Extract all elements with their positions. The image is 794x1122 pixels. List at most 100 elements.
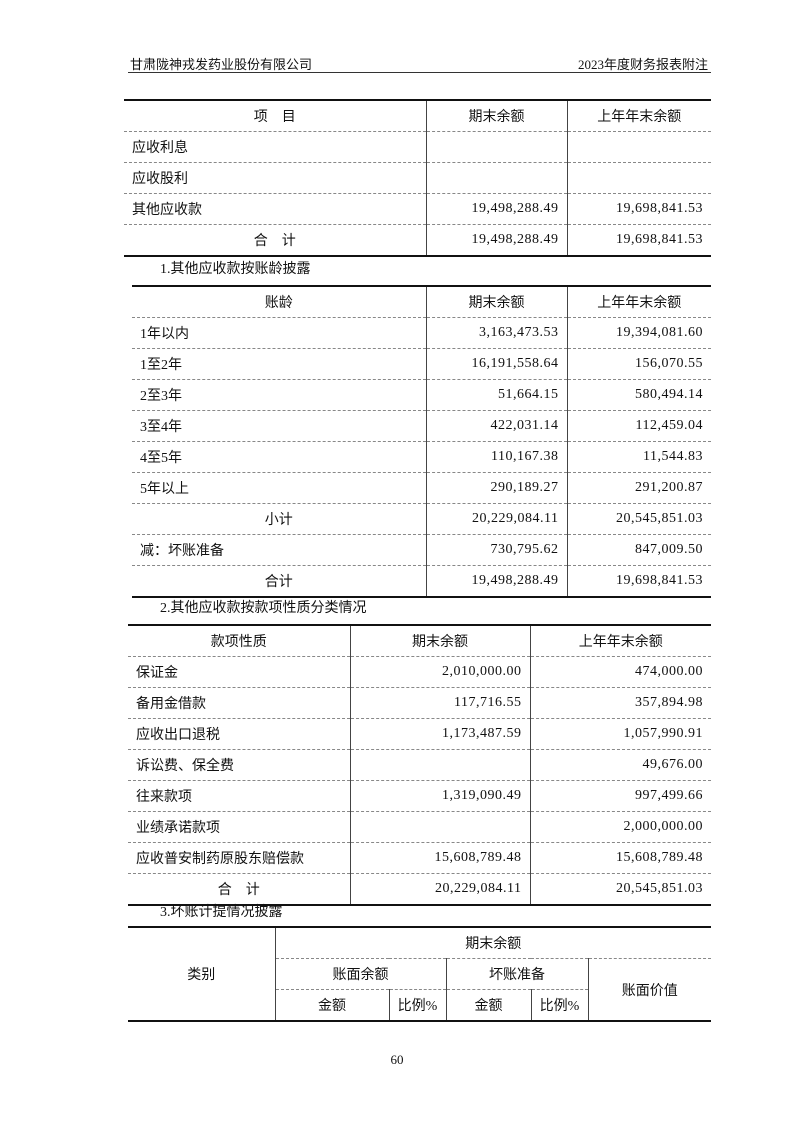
table-row: 1年以内 3,163,473.53 19,394,081.60 — [132, 317, 711, 349]
table-header-row: 项 目 期末余额 上年年末余额 — [124, 100, 711, 132]
column-header: 期末余额 — [425, 286, 568, 318]
row-label: 应收利息 — [124, 131, 427, 163]
prev-balance: 156,070.55 — [566, 348, 711, 380]
prev-balance: 357,894.98 — [529, 687, 711, 719]
column-header: 上年年末余额 — [566, 100, 711, 132]
bad-debt-header: 坏账准备 — [445, 958, 589, 990]
row-label: 1年以内 — [132, 317, 427, 349]
end-balance: 1,319,090.49 — [349, 780, 531, 812]
category-header: 类别 — [128, 927, 276, 1022]
end-balance — [425, 162, 568, 194]
prev-balance: 474,000.00 — [529, 656, 711, 688]
column-header: 期末余额 — [349, 625, 531, 657]
column-header: 上年年末余额 — [566, 286, 711, 318]
page-number: 60 — [390, 1052, 404, 1067]
row-label: 2至3年 — [132, 379, 427, 411]
section-caption: 3.坏账计提情况披露 — [160, 905, 283, 920]
row-label: 保证金 — [128, 656, 351, 688]
end-balance: 19,498,288.49 — [425, 224, 568, 256]
header-company: 甘肃陇神戎发药业股份有限公司 — [130, 57, 313, 72]
end-balance: 19,498,288.49 — [425, 193, 568, 225]
row-label: 减：坏账准备 — [132, 534, 427, 566]
end-balance: 15,608,789.48 — [349, 842, 531, 874]
table-row: 5年以上 290,189.27 291,200.87 — [132, 472, 711, 504]
table-header-row: 账龄 期末余额 上年年末余额 — [132, 286, 711, 318]
aging-table: 账龄 期末余额 上年年末余额 1年以内 3,163,473.53 19,394,08… — [132, 285, 711, 598]
end-balance — [349, 811, 531, 843]
end-balance: 20,229,084.11 — [425, 503, 568, 535]
end-balance: 290,189.27 — [425, 472, 568, 504]
prev-balance: 15,608,789.48 — [529, 842, 711, 874]
prev-balance: 291,200.87 — [566, 472, 711, 504]
row-label: 合 计 — [124, 224, 427, 256]
table-row: 诉讼费、保全费 49,676.00 — [128, 749, 711, 781]
nature-table: 款项性质 期末余额 上年年末余额 保证金 2,010,000.00 474,000.… — [128, 624, 711, 906]
prev-balance: 580,494.14 — [566, 379, 711, 411]
prev-balance — [566, 131, 711, 163]
ratio-header: 比例% — [388, 989, 447, 1021]
table-row: 其他应收款 19,498,288.49 19,698,841.53 — [124, 193, 711, 225]
row-label: 1至2年 — [132, 348, 427, 380]
column-header: 期末余额 — [425, 100, 568, 132]
row-label: 业绩承诺款项 — [128, 811, 351, 843]
section-caption: 1.其他应收款按账龄披露 — [160, 262, 311, 277]
summary-table: 项 目 期末余额 上年年末余额 应收利息 应收股利 其他应收款 19,498,2… — [124, 99, 711, 257]
prev-balance — [566, 162, 711, 194]
table-row: 保证金 2,010,000.00 474,000.00 — [128, 656, 711, 688]
table-row: 应收普安制药原股东赔偿款 15,608,789.48 15,608,789.48 — [128, 842, 711, 874]
prev-balance: 112,459.04 — [566, 410, 711, 442]
row-label: 5年以上 — [132, 472, 427, 504]
table-header-row: 类别 期末余额 — [128, 927, 711, 1022]
column-header: 账龄 — [132, 286, 427, 318]
table-row: 3至4年 422,031.14 112,459.04 — [132, 410, 711, 442]
end-balance: 20,229,084.11 — [349, 873, 531, 905]
table-header-row: 款项性质 期末余额 上年年末余额 — [128, 625, 711, 657]
total-row: 合 计 19,498,288.49 19,698,841.53 — [124, 224, 711, 256]
book-balance-header: 账面余额 — [275, 958, 447, 990]
prev-balance: 11,544.83 — [566, 441, 711, 473]
table-row: 备用金借款 117,716.55 357,894.98 — [128, 687, 711, 719]
table-row: 4至5年 110,167.38 11,544.83 — [132, 441, 711, 473]
prev-balance: 847,009.50 — [566, 534, 711, 566]
prev-balance: 19,698,841.53 — [566, 193, 711, 225]
header-report-title: 2023年度财务报表附注 — [577, 57, 708, 72]
end-balance — [349, 749, 531, 781]
end-balance: 2,010,000.00 — [349, 656, 531, 688]
total-row: 合计 19,498,288.49 19,698,841.53 — [132, 565, 711, 597]
header-divider — [128, 72, 711, 73]
table-row: 2至3年 51,664.15 580,494.14 — [132, 379, 711, 411]
amount-header: 金额 — [445, 989, 532, 1021]
prev-balance: 19,698,841.53 — [566, 565, 711, 597]
table-row: 应收利息 — [124, 131, 711, 163]
end-balance: 730,795.62 — [425, 534, 568, 566]
end-balance: 110,167.38 — [425, 441, 568, 473]
allowance-row: 减：坏账准备 730,795.62 847,009.50 — [132, 534, 711, 566]
end-balance: 422,031.14 — [425, 410, 568, 442]
table-row: 应收出口退税 1,173,487.59 1,057,990.91 — [128, 718, 711, 750]
row-label: 往来款项 — [128, 780, 351, 812]
table-header-row: 金额 比例% 金额 比例% — [128, 989, 711, 1021]
prev-balance: 2,000,000.00 — [529, 811, 711, 843]
table-row: 往来款项 1,319,090.49 997,499.66 — [128, 780, 711, 812]
prev-balance: 1,057,990.91 — [529, 718, 711, 750]
subtotal-row: 小计 20,229,084.11 20,545,851.03 — [132, 503, 711, 535]
row-label: 小计 — [132, 503, 427, 535]
prev-balance: 49,676.00 — [529, 749, 711, 781]
table-header-row: 账面余额 坏账准备 账面价值 — [128, 958, 711, 1021]
prev-balance: 19,394,081.60 — [566, 317, 711, 349]
row-label: 应收普安制药原股东赔偿款 — [128, 842, 351, 874]
column-header: 上年年末余额 — [529, 625, 711, 657]
end-balance: 1,173,487.59 — [349, 718, 531, 750]
prev-balance: 20,545,851.03 — [529, 873, 711, 905]
ratio-header: 比例% — [530, 989, 588, 1021]
row-label: 其他应收款 — [124, 193, 427, 225]
column-header: 项 目 — [124, 100, 427, 132]
column-header: 款项性质 — [128, 625, 351, 657]
end-balance: 3,163,473.53 — [425, 317, 568, 349]
prev-balance: 20,545,851.03 — [566, 503, 711, 535]
book-value-header: 账面价值 — [587, 958, 711, 1021]
row-label: 应收股利 — [124, 162, 427, 194]
row-label: 合 计 — [128, 873, 351, 905]
end-balance — [425, 131, 568, 163]
row-label: 诉讼费、保全费 — [128, 749, 351, 781]
